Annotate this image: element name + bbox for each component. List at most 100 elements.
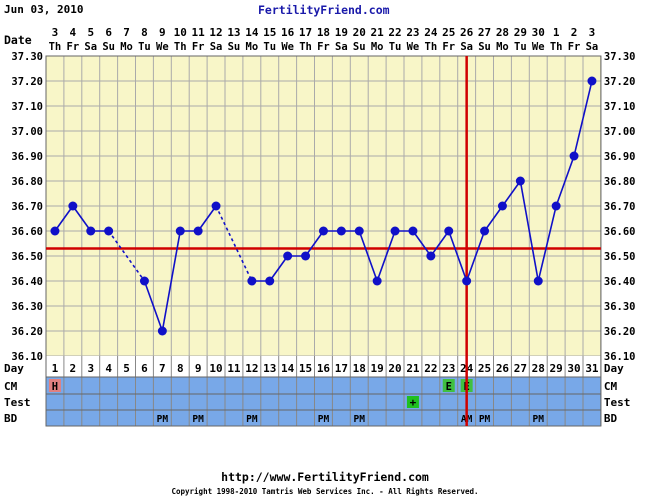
temp-point (569, 151, 579, 161)
bd-marker-label: PM (533, 414, 545, 425)
bd-marker-label: PM (354, 414, 366, 425)
cycle-day-label: 10 (209, 362, 222, 375)
temp-point (247, 276, 257, 286)
y-tick-label-right: 36.10 (604, 351, 636, 363)
date-number-label: 3 (589, 26, 596, 39)
temp-point (68, 201, 78, 211)
temp-point (462, 276, 472, 286)
y-tick-label-right: 37.20 (604, 76, 636, 88)
y-tick-label-right: 36.50 (604, 251, 636, 263)
y-tick-label-left: 36.50 (11, 251, 43, 263)
temp-line-segment (358, 230, 378, 282)
bbt-chart: Date3Th4Fr5Sa6Su7Mo8Tu9We10Th11Fr12Sa13S… (4, 26, 636, 427)
date-number-label: 15 (263, 26, 276, 39)
weekday-label: Th (550, 41, 563, 53)
cycle-day-label: 27 (514, 362, 527, 375)
temp-line-segment (555, 155, 575, 207)
weekday-label: Su (478, 41, 491, 53)
weekday-label: Tu (263, 41, 276, 53)
date-row-label: Date (4, 33, 32, 47)
temp-point (139, 276, 149, 286)
date-number-label: 25 (442, 26, 455, 39)
weekday-label: Th (425, 41, 438, 53)
temp-line-segment (447, 230, 468, 282)
date-number-label: 7 (123, 26, 130, 39)
temp-line-segment (430, 230, 450, 257)
chart-border (45, 55, 602, 427)
weekday-label: Su (102, 41, 115, 53)
date-number-label: 11 (192, 26, 206, 39)
date-number-label: 8 (141, 26, 148, 39)
date-number-label: 30 (532, 26, 545, 39)
date-number-label: 23 (406, 26, 419, 39)
y-tick-label-right: 36.30 (604, 301, 636, 313)
date-number-label: 9 (159, 26, 166, 39)
weekday-label: Fr (317, 41, 330, 53)
cm-marker (442, 379, 455, 392)
temp-line-segment (161, 230, 182, 332)
cycle-day-label: 30 (567, 362, 580, 375)
date-number-label: 4 (70, 26, 77, 39)
temp-point (193, 226, 203, 236)
temp-point (497, 201, 507, 211)
cm-marker (48, 379, 61, 392)
observation-strip (46, 377, 601, 426)
cycle-day-label: 14 (281, 362, 295, 375)
date-number-label: 22 (388, 26, 401, 39)
date-number-label: 28 (496, 26, 509, 39)
temp-point (104, 226, 114, 236)
date-number-label: 3 (52, 26, 59, 39)
site-name[interactable]: FertilityFriend.com (258, 3, 390, 17)
date-number-label: 10 (174, 26, 187, 39)
y-tick-label-left: 36.90 (11, 151, 43, 163)
y-tick-label-left: 36.20 (11, 326, 43, 338)
cycle-day-label: 21 (406, 362, 420, 375)
weekday-label: We (281, 41, 294, 53)
cycle-day-label: 17 (335, 362, 348, 375)
weekday-label: Tu (389, 41, 402, 53)
cycle-day-label: 6 (141, 362, 148, 375)
cycle-day-label: 23 (442, 362, 455, 375)
cycle-day-label: 22 (424, 362, 437, 375)
date-number-label: 20 (353, 26, 366, 39)
bd-marker-label: PM (192, 414, 204, 425)
cycle-day-label: 11 (227, 362, 241, 375)
temp-line-segment (501, 180, 522, 207)
temp-point (301, 251, 311, 261)
cycle-day-label: 19 (371, 362, 384, 375)
temp-point (50, 226, 60, 236)
y-tick-label-left: 37.30 (11, 51, 43, 63)
test-marker (406, 396, 419, 408)
cycle-day-label: 5 (123, 362, 130, 375)
site-url[interactable]: http://www.FertilityFriend.com (221, 470, 429, 484)
temp-point (390, 226, 400, 236)
temp-point (265, 276, 275, 286)
date-number-label: 27 (478, 26, 491, 39)
temp-line-segment (269, 255, 289, 282)
day-row-label-left: Day (4, 362, 24, 375)
y-tick-label-right: 37.10 (604, 101, 636, 113)
temp-point (211, 201, 221, 211)
cycle-day-label: 12 (245, 362, 258, 375)
cycle-day-label: 1 (52, 362, 59, 375)
temp-point (587, 76, 597, 86)
cycle-day-label: 28 (532, 362, 545, 375)
weekday-label: We (532, 41, 545, 53)
temp-point (551, 201, 561, 211)
temp-point (444, 226, 454, 236)
bd-marker-label: PM (157, 414, 169, 425)
temp-line-segment (72, 205, 92, 232)
weekday-label: Mo (371, 41, 384, 53)
y-tick-label-right: 36.20 (604, 326, 636, 338)
date-number-label: 6 (105, 26, 112, 39)
date-number-label: 5 (87, 26, 94, 39)
temp-point (426, 251, 436, 261)
weekday-label: Mo (496, 41, 509, 53)
bd-row-label-left: BD (4, 412, 18, 425)
weekday-label: Su (353, 41, 366, 53)
temp-point (408, 226, 418, 236)
chart-date: Jun 03, 2010 (4, 3, 84, 16)
date-number-label: 29 (514, 26, 527, 39)
weekday-label: Fr (192, 41, 205, 53)
cycle-day-label: 7 (159, 362, 166, 375)
